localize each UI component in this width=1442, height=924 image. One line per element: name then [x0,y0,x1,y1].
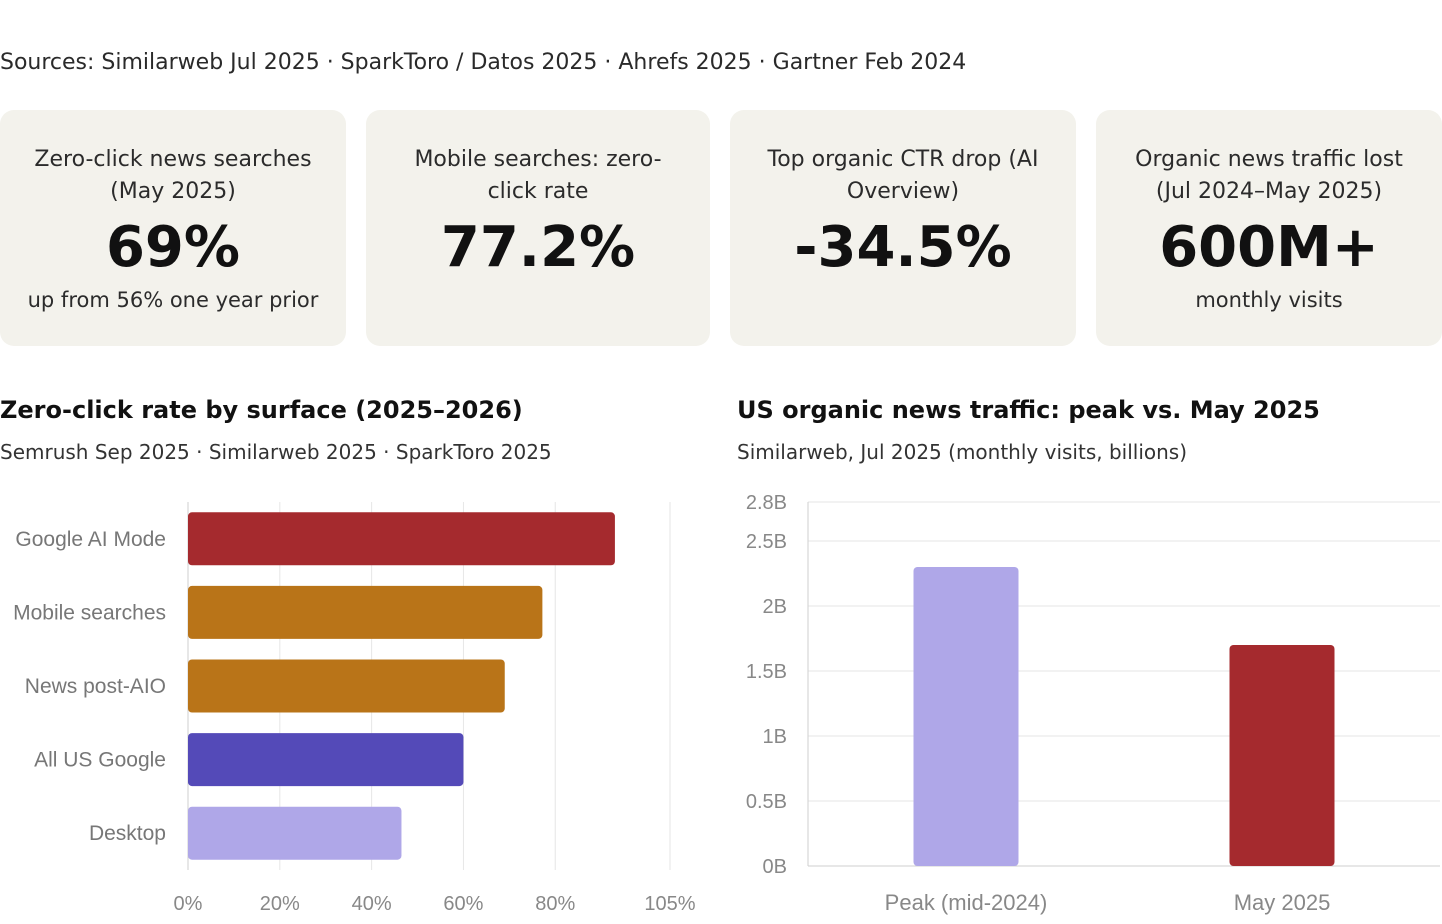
stat-card-title: Zero-click news searches (May 2025) [34,147,312,204]
stat-card-value: -34.5% [794,215,1012,280]
stat-card-traffic-lost: Organic news traffic lost (Jul 2024–May … [1096,110,1442,346]
bar [188,512,615,566]
stat-card-title: Top organic CTR drop (AI Overview) [767,147,1039,204]
y-tick-label: 2.8B [746,492,787,514]
category-label: May 2025 [1234,890,1331,915]
y-tick-label: 1.5B [746,661,787,683]
stat-card-mobile-zero-click: Mobile searches: zero-click rate 77.2% [366,110,710,346]
bar [188,733,464,787]
bar [188,659,505,713]
stat-card-title: Mobile searches: zero-click rate [414,147,662,204]
category-label: All US Google [34,749,166,772]
stat-card-subtext: monthly visits [1195,288,1343,312]
stat-card-ctr-drop: Top organic CTR drop (AI Overview) -34.5… [730,110,1076,346]
stat-card-value: 69% [105,215,241,280]
x-tick-label: 20% [260,893,300,915]
stat-card-value: 77.2% [440,215,636,280]
stat-card-zero-click-news: Zero-click news searches (May 2025) 69% … [0,110,346,346]
category-label: Google AI Mode [15,528,166,551]
category-label: Mobile searches [13,601,166,624]
sources-line: Sources: Similarweb Jul 2025 · SparkToro… [0,50,967,75]
zero-click-by-surface-chart: 0% 20% 40% 60% 80% 105% Google AI Mode Mobile s… [13,502,696,915]
bar [913,567,1019,866]
stat-card-value: 600M+ [1159,215,1379,280]
category-label: Desktop [89,822,166,845]
x-tick-label: 60% [443,893,483,915]
left-chart-title: Zero-click rate by surface (2025–2026) [0,396,523,424]
x-tick-label: 0% [174,893,203,915]
stat-card-subtext: up from 56% one year prior [27,288,319,312]
y-tick-label: 0B [763,856,787,878]
x-tick-label: 105% [644,893,695,915]
stat-card-title: Organic news traffic lost (Jul 2024–May … [1135,147,1403,204]
stat-cards: Zero-click news searches (May 2025) 69% … [0,110,1442,346]
bar [188,806,402,860]
right-chart-subtitle: Similarweb, Jul 2025 (monthly visits, bi… [737,440,1188,464]
x-tick-label: 80% [535,893,575,915]
y-tick-label: 2.5B [746,531,787,553]
y-tick-label: 2B [763,596,787,618]
left-chart-subtitle: Semrush Sep 2025 · Similarweb 2025 · Spa… [0,440,552,464]
right-chart-title: US organic news traffic: peak vs. May 20… [737,396,1320,424]
bar [188,585,543,639]
y-tick-label: 1B [763,726,787,748]
bar [1229,645,1335,866]
category-label: Peak (mid-2024) [885,890,1048,915]
x-tick-label: 40% [352,893,392,915]
category-label: News post-AIO [25,675,166,698]
y-tick-label: 0.5B [746,791,787,813]
